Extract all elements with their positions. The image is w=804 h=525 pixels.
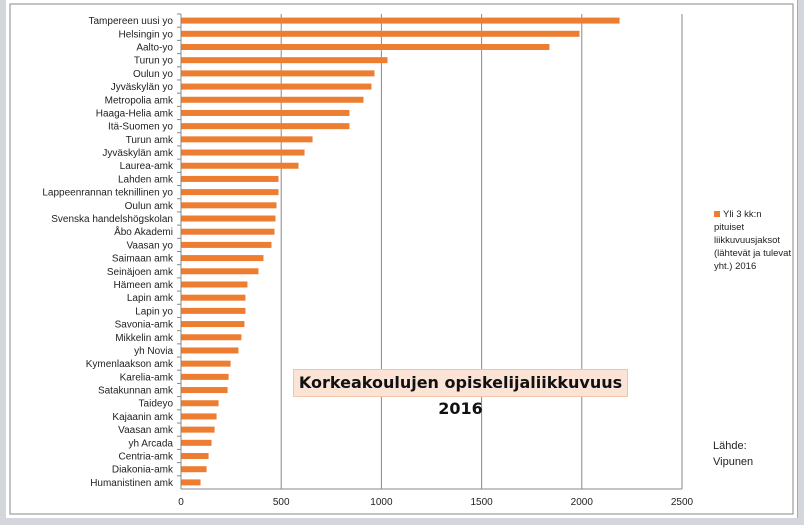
bar <box>181 321 245 328</box>
bar <box>181 400 219 407</box>
category-label: Humanistinen amk <box>90 478 174 489</box>
category-label: Svenska handelshögskolan <box>51 214 173 225</box>
bar <box>181 241 272 248</box>
bar <box>181 228 275 235</box>
category-label: Kymenlaakson amk <box>86 359 174 370</box>
x-tick-label: 0 <box>178 497 184 508</box>
legend-swatch <box>714 211 720 217</box>
x-tick-label: 2500 <box>671 497 694 508</box>
bar <box>181 43 550 50</box>
bar <box>181 307 246 314</box>
category-label: Oulun yo <box>133 69 173 80</box>
category-label: Diakonia-amk <box>112 465 174 476</box>
category-label: Savonia-amk <box>115 320 174 331</box>
category-label: Mikkelin amk <box>115 333 174 344</box>
bar <box>181 175 279 182</box>
bar <box>181 479 201 486</box>
bar <box>181 387 228 394</box>
x-tick-label: 1000 <box>370 497 393 508</box>
category-label: Metropolia amk <box>105 95 174 106</box>
category-label: Turun yo <box>134 56 174 67</box>
chart-panel: 0 500 1000 1500 2000 2500 Tampereen uusi yo Hel… <box>6 0 798 518</box>
chart-border <box>9 3 794 515</box>
legend-label: Yli 3 kk:n pituiset liikkuvuusjaksot (lä… <box>714 209 792 272</box>
category-label: Saimaan amk <box>112 254 174 265</box>
category-label: Karelia-amk <box>120 372 174 383</box>
category-label: Jyväskylän amk <box>102 148 174 159</box>
category-label: Lapin amk <box>127 293 174 304</box>
source-label: Lähde: <box>713 440 747 452</box>
category-label: Vaasan amk <box>118 425 174 436</box>
bar <box>181 466 207 473</box>
category-label: Lappeenrannan teknillinen yo <box>42 188 173 199</box>
bar <box>181 109 350 116</box>
legend: Yli 3 kk:n pituiset liikkuvuusjaksot (lä… <box>714 208 794 273</box>
category-label: Seinäjoen amk <box>107 267 174 278</box>
category-label: Hämeen amk <box>114 280 174 291</box>
category-label: Laurea-amk <box>120 161 174 172</box>
category-label: Itä-Suomen yo <box>108 122 173 133</box>
category-label: Haaga-Helia amk <box>96 108 174 119</box>
bar <box>181 255 264 262</box>
bar <box>181 373 229 380</box>
bar <box>181 189 279 196</box>
category-label: Satakunnan amk <box>98 386 174 397</box>
category-label: Lahden amk <box>118 174 174 185</box>
category-label: yh Novia <box>134 346 173 357</box>
bar <box>181 123 350 130</box>
category-label: Helsingin yo <box>119 29 174 40</box>
category-label: Taideyo <box>139 399 174 410</box>
bar <box>181 347 239 354</box>
bar <box>181 215 276 222</box>
bar <box>181 294 246 301</box>
category-label: Tampereen uusi yo <box>89 16 174 27</box>
bar <box>181 202 277 209</box>
category-label: Aalto-yo <box>136 42 173 53</box>
x-tick-label: 1500 <box>470 497 493 508</box>
category-label: Åbo Akademi <box>114 225 173 238</box>
bar <box>181 439 212 446</box>
x-tick-label: 500 <box>273 497 290 508</box>
category-label: Centria-amk <box>119 452 174 463</box>
category-label: Oulun amk <box>125 201 174 212</box>
bar <box>181 30 580 37</box>
category-label: yh Arcada <box>129 438 174 449</box>
x-tick-label: 2000 <box>571 497 594 508</box>
bar <box>181 136 313 143</box>
bar <box>181 17 620 24</box>
bar <box>181 70 375 77</box>
category-label: Turun amk <box>126 135 174 146</box>
bar <box>181 426 215 433</box>
category-label: Vaasan yo <box>126 240 173 251</box>
chart-title: Korkeakoulujen opiskelijaliikkuvuus 2016 <box>293 369 628 418</box>
bar-chart: 0 500 1000 1500 2000 2500 Tampereen uusi yo Hel… <box>9 3 794 515</box>
bar <box>181 149 305 156</box>
bar <box>181 360 231 367</box>
source-value: Vipunen <box>713 456 754 468</box>
bar <box>181 334 242 341</box>
bar <box>181 57 388 64</box>
category-label: Lapin yo <box>135 306 173 317</box>
category-label: Kajaanin amk <box>112 412 174 423</box>
bar <box>181 453 209 460</box>
bar <box>181 413 217 420</box>
bar <box>181 268 259 275</box>
bar <box>181 281 248 288</box>
bar <box>181 162 299 169</box>
bar <box>181 96 364 103</box>
bar <box>181 83 372 90</box>
category-label: Jyväskylän yo <box>111 82 174 93</box>
source-note: Lähde: Vipunen <box>713 438 783 470</box>
